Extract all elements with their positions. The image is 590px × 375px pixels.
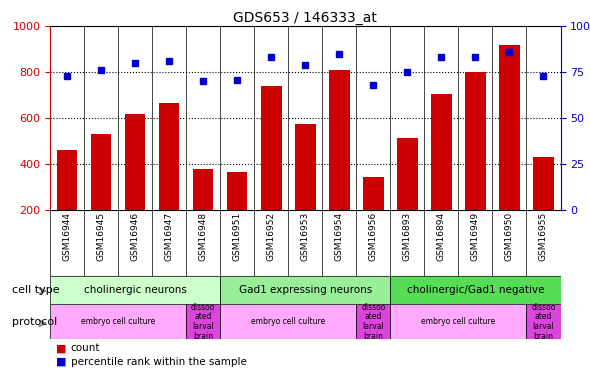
Text: dissoo
ated
larval
brain: dissoo ated larval brain [191,303,215,340]
Title: GDS653 / 146333_at: GDS653 / 146333_at [234,11,377,25]
Bar [227,172,247,210]
Text: GSM16947: GSM16947 [165,212,173,261]
Bar [125,114,145,210]
Text: embryo cell culture: embryo cell culture [251,317,326,326]
Bar [50,276,220,304]
Bar [329,70,349,210]
Text: cholinergic neurons: cholinergic neurons [84,285,186,295]
Text: GSM16951: GSM16951 [233,212,242,261]
Bar [499,45,520,210]
Text: GSM16954: GSM16954 [335,212,344,261]
Text: percentile rank within the sample: percentile rank within the sample [71,357,247,367]
Text: GSM16893: GSM16893 [403,212,412,261]
Text: GSM16948: GSM16948 [199,212,208,261]
Bar [50,304,186,339]
Text: GSM16945: GSM16945 [97,212,106,261]
Text: GSM16949: GSM16949 [471,212,480,261]
Bar [526,304,560,339]
Text: embryo cell culture: embryo cell culture [421,317,496,326]
Text: dissoo
ated
larval
brain: dissoo ated larval brain [532,303,556,340]
Text: GSM16944: GSM16944 [63,212,71,261]
Bar [466,72,486,210]
Text: GSM16950: GSM16950 [505,212,514,261]
Bar [431,94,451,210]
Bar [295,124,316,210]
Bar [57,150,77,210]
Text: GSM16953: GSM16953 [301,212,310,261]
Text: dissoo
ated
larval
brain: dissoo ated larval brain [361,303,385,340]
Bar [91,134,112,210]
Bar [193,169,214,210]
Bar [159,103,179,210]
Text: embryo cell culture: embryo cell culture [81,317,155,326]
Text: GSM16955: GSM16955 [539,212,548,261]
Bar [397,138,418,210]
Bar [220,304,356,339]
Text: ■: ■ [56,357,67,367]
Text: count: count [71,343,100,353]
Bar [391,276,560,304]
Text: GSM16952: GSM16952 [267,212,276,261]
Bar [391,304,526,339]
Text: ■: ■ [56,343,67,353]
Bar [261,86,281,210]
Bar [356,304,391,339]
Text: GSM16956: GSM16956 [369,212,378,261]
Bar [533,157,553,210]
Bar [186,304,220,339]
Text: Gad1 expressing neurons: Gad1 expressing neurons [239,285,372,295]
Text: cell type: cell type [12,285,60,295]
Text: GSM16946: GSM16946 [131,212,140,261]
Text: protocol: protocol [12,316,57,327]
Text: cholinergic/Gad1 negative: cholinergic/Gad1 negative [407,285,544,295]
Bar [220,276,391,304]
Text: GSM16894: GSM16894 [437,212,446,261]
Bar [363,177,384,210]
